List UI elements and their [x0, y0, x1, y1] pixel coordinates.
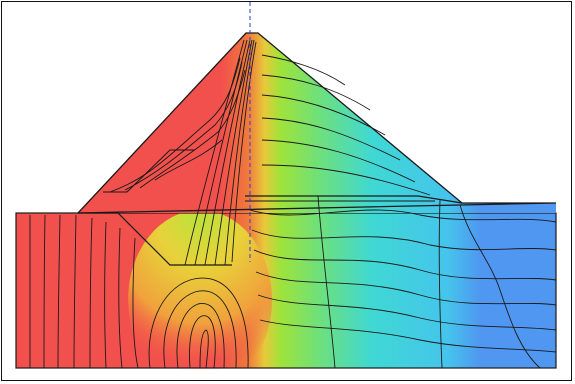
- dam-body: [16, 32, 557, 266]
- contour-lines: [29, 39, 557, 369]
- foundation: [15, 210, 557, 384]
